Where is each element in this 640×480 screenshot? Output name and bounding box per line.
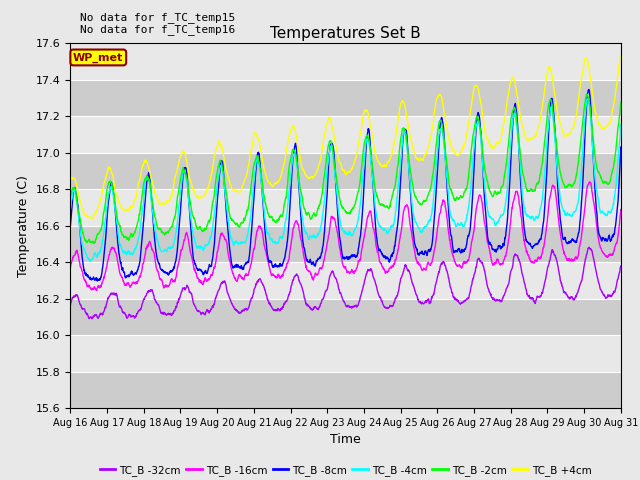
Bar [70,335,621,372]
TC_B -4cm [320,204,328,209]
TC_B -8cm [93,278,101,284]
TC_B -2cm [617,99,625,105]
TC_B -16cm [67,265,74,271]
TC_B +4cm [617,54,625,60]
TC_B -32cm [335,284,342,290]
Text: WP_met: WP_met [73,52,124,62]
TC_B -8cm [617,144,625,150]
Bar [70,226,621,262]
TC_B -16cm [335,235,342,240]
Y-axis label: Temperature (C): Temperature (C) [17,175,30,276]
TC_B -32cm [586,244,593,250]
TC_B -16cm [601,252,609,258]
TC_B -4cm [601,211,609,216]
TC_B -4cm [500,209,508,215]
TC_B -4cm [95,251,102,257]
TC_B -16cm [586,179,593,185]
TC_B -32cm [617,263,625,269]
TC_B +4cm [320,136,328,142]
Text: No data for f_TC_temp15
No data for f_TC_temp16: No data for f_TC_temp15 No data for f_TC… [80,12,236,36]
TC_B -4cm [86,258,94,264]
TC_B -2cm [601,179,609,184]
Line: TC_B -8cm: TC_B -8cm [70,90,621,281]
Bar [70,43,621,80]
TC_B +4cm [89,216,97,222]
TC_B -32cm [95,314,102,320]
TC_B +4cm [67,175,74,181]
TC_B -8cm [601,237,609,243]
TC_B -8cm [95,276,102,282]
TC_B +4cm [601,124,609,130]
TC_B -2cm [67,195,74,201]
Bar [70,153,621,189]
TC_B -16cm [320,258,328,264]
Line: TC_B -32cm: TC_B -32cm [70,247,621,319]
TC_B -32cm [67,302,74,308]
TC_B -16cm [93,288,100,293]
TC_B -32cm [500,293,508,299]
TC_B -2cm [95,230,102,236]
Bar [70,372,621,408]
TC_B -4cm [67,206,74,212]
TC_B -2cm [602,179,609,185]
TC_B +4cm [335,155,342,161]
TC_B -32cm [602,295,609,300]
Bar [70,116,621,153]
TC_B -4cm [335,206,342,212]
TC_B -2cm [90,240,97,246]
Line: TC_B -4cm: TC_B -4cm [70,99,621,261]
TC_B +4cm [95,203,102,208]
TC_B +4cm [601,125,609,131]
TC_B -4cm [617,121,625,127]
TC_B -8cm [602,237,609,243]
TC_B -8cm [335,220,342,226]
TC_B -4cm [602,212,609,217]
TC_B -16cm [617,207,625,213]
TC_B -2cm [320,177,328,183]
Line: TC_B -16cm: TC_B -16cm [70,182,621,290]
Bar [70,189,621,226]
TC_B -8cm [500,242,508,248]
Legend: TC_B -32cm, TC_B -16cm, TC_B -8cm, TC_B -4cm, TC_B -2cm, TC_B +4cm: TC_B -32cm, TC_B -16cm, TC_B -8cm, TC_B … [95,461,596,480]
X-axis label: Time: Time [330,433,361,446]
TC_B -32cm [88,316,96,322]
Title: Temperatures Set B: Temperatures Set B [270,25,421,41]
Bar [70,299,621,335]
TC_B -8cm [585,87,593,93]
TC_B -32cm [601,294,609,300]
TC_B -16cm [602,253,609,259]
TC_B -2cm [584,91,591,97]
TC_B -8cm [67,223,74,229]
TC_B -16cm [500,257,508,263]
Bar [70,262,621,299]
TC_B -8cm [320,237,328,243]
TC_B -4cm [584,96,591,102]
TC_B -16cm [95,283,102,288]
TC_B +4cm [500,120,508,126]
TC_B -2cm [335,188,342,194]
Bar [70,80,621,116]
TC_B -32cm [320,295,328,300]
Line: TC_B -2cm: TC_B -2cm [70,94,621,243]
TC_B -2cm [500,176,508,181]
Line: TC_B +4cm: TC_B +4cm [70,57,621,219]
